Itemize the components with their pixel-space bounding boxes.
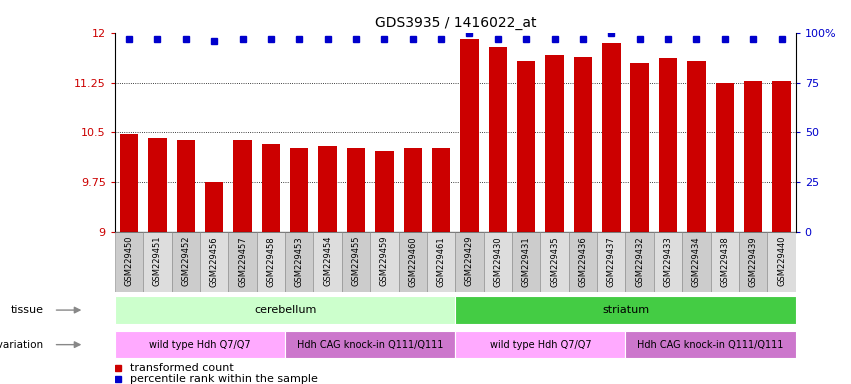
Bar: [257, 232, 285, 292]
Bar: [431, 148, 450, 232]
Text: GSM229434: GSM229434: [692, 236, 701, 286]
Bar: [285, 232, 313, 292]
Bar: [517, 61, 535, 232]
Text: GSM229452: GSM229452: [181, 236, 191, 286]
Bar: [370, 232, 398, 292]
Text: GSM229436: GSM229436: [579, 236, 587, 286]
Bar: [200, 232, 228, 292]
Text: GSM229456: GSM229456: [209, 236, 219, 286]
Bar: [625, 232, 654, 292]
Bar: [115, 232, 143, 292]
Text: GSM229461: GSM229461: [437, 236, 446, 286]
Text: GSM229437: GSM229437: [607, 236, 616, 286]
Bar: [427, 232, 455, 292]
Bar: [460, 39, 478, 232]
Text: GSM229435: GSM229435: [550, 236, 559, 286]
Bar: [631, 63, 649, 232]
Bar: [342, 232, 370, 292]
Text: genotype/variation: genotype/variation: [0, 339, 43, 350]
Bar: [403, 148, 422, 232]
Bar: [483, 232, 512, 292]
Text: GSM229460: GSM229460: [408, 236, 417, 286]
Bar: [602, 43, 620, 232]
Bar: [172, 232, 200, 292]
Text: GSM229455: GSM229455: [351, 236, 361, 286]
Bar: [768, 232, 796, 292]
Bar: [716, 83, 734, 232]
Text: transformed count: transformed count: [130, 362, 234, 372]
Text: striatum: striatum: [602, 305, 649, 315]
Bar: [455, 232, 483, 292]
Bar: [290, 149, 308, 232]
Bar: [115, 331, 285, 359]
Text: GSM229451: GSM229451: [153, 236, 162, 286]
Bar: [148, 139, 167, 232]
Text: GSM229438: GSM229438: [720, 236, 729, 286]
Bar: [455, 331, 625, 359]
Bar: [176, 141, 195, 232]
Text: cerebellum: cerebellum: [254, 305, 317, 315]
Bar: [773, 81, 791, 232]
Bar: [540, 232, 568, 292]
Text: GSM229453: GSM229453: [294, 236, 304, 286]
Bar: [398, 232, 427, 292]
Text: tissue: tissue: [10, 305, 43, 315]
Bar: [512, 232, 540, 292]
Bar: [659, 58, 677, 232]
Bar: [488, 46, 507, 232]
Text: Hdh CAG knock-in Q111/Q111: Hdh CAG knock-in Q111/Q111: [297, 339, 443, 350]
Text: GSM229459: GSM229459: [380, 236, 389, 286]
Text: percentile rank within the sample: percentile rank within the sample: [130, 374, 317, 384]
Text: GSM229458: GSM229458: [266, 236, 276, 286]
Bar: [711, 232, 739, 292]
Bar: [318, 146, 337, 232]
Bar: [228, 232, 257, 292]
Text: GSM229429: GSM229429: [465, 236, 474, 286]
Text: GSM229440: GSM229440: [777, 236, 786, 286]
Bar: [115, 296, 455, 324]
Bar: [120, 134, 138, 232]
Text: GSM229457: GSM229457: [238, 236, 247, 286]
Bar: [625, 331, 796, 359]
Text: GSM229431: GSM229431: [522, 236, 531, 286]
Bar: [654, 232, 683, 292]
Bar: [143, 232, 172, 292]
Text: GSM229439: GSM229439: [749, 236, 757, 286]
Text: Hdh CAG knock-in Q111/Q111: Hdh CAG knock-in Q111/Q111: [637, 339, 784, 350]
Bar: [205, 182, 223, 232]
Text: GSM229454: GSM229454: [323, 236, 332, 286]
Text: GSM229432: GSM229432: [635, 236, 644, 286]
Text: GSM229450: GSM229450: [124, 236, 134, 286]
Bar: [347, 149, 365, 232]
Bar: [597, 232, 625, 292]
Bar: [744, 81, 762, 232]
Bar: [262, 144, 280, 232]
Bar: [233, 141, 252, 232]
Bar: [574, 56, 592, 232]
Bar: [313, 232, 342, 292]
Title: GDS3935 / 1416022_at: GDS3935 / 1416022_at: [374, 16, 536, 30]
Bar: [455, 296, 796, 324]
Bar: [568, 232, 597, 292]
Bar: [739, 232, 768, 292]
Bar: [285, 331, 455, 359]
Text: wild type Hdh Q7/Q7: wild type Hdh Q7/Q7: [149, 339, 251, 350]
Bar: [375, 151, 393, 232]
Bar: [683, 232, 711, 292]
Text: wild type Hdh Q7/Q7: wild type Hdh Q7/Q7: [489, 339, 591, 350]
Bar: [545, 55, 563, 232]
Bar: [688, 61, 705, 232]
Text: GSM229430: GSM229430: [494, 236, 502, 286]
Text: GSM229433: GSM229433: [664, 236, 672, 286]
